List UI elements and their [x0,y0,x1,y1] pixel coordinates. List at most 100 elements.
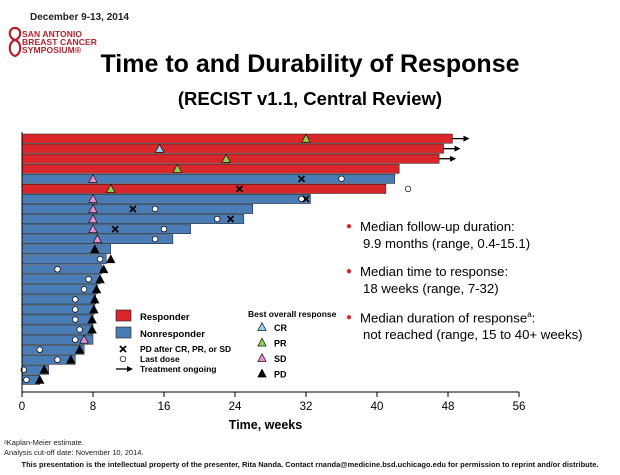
legend-ongoing-arrow [116,366,133,372]
last-dose-marker [160,225,168,233]
last-dose-marker [72,296,79,303]
last-dose-marker [76,326,83,333]
bullet-detail: not reached (range, 15 to 40+ weeks) [363,326,583,342]
last-dose-marker [85,276,92,283]
symposium-logo-text: SAN ANTONIO BREAST CANCER SYMPOSIUM® [22,29,97,55]
bullet-detail: 18 weeks (range, 7-32) [363,280,499,296]
response-marker-pd [87,324,97,334]
legend-response-title: Best overall response [248,309,337,319]
response-marker-sd [79,334,89,344]
legend-swatch-responder [115,309,132,322]
bullet-line: Median follow-up duration: [360,219,515,234]
x-tick-label: 24 [229,401,242,413]
logo-line: SYMPOSIUM® [22,45,82,55]
x-tick-label: 16 [158,401,171,413]
response-marker-cr [154,143,165,153]
legend-triangle-cr [257,322,267,331]
response-marker-pd [95,274,105,284]
last-dose-marker [404,185,412,193]
last-dose-marker [151,235,159,243]
slide-title: Time to and Durability of Response [100,50,520,78]
treatment-ongoing-arrow [443,145,461,152]
x-tick-label: 48 [442,401,455,413]
bullet-detail: 9.9 months (range, 0.4-15.1) [363,235,531,251]
patient-bar [21,184,387,194]
response-marker-pr [106,183,116,193]
last-dose-marker [80,286,88,293]
logo-line: BREAST CANCER [22,37,97,47]
x-tick-label: 8 [90,401,96,413]
bullet-time-to-response: ● Median time to response: 18 weeks (rang… [346,264,509,296]
legend-label-o: Last dose [140,354,180,364]
patient-bar [21,304,96,315]
pd-cross-stroke [302,195,310,203]
patient-bar [21,133,453,144]
legend-triangle-pd [257,368,267,378]
logo-line: SAN ANTONIO [22,29,83,39]
response-marker-pr [301,133,311,143]
legend-label-arrow: Treatment ongoing [140,364,217,374]
legend-label-cr: CR [274,323,287,333]
arrow-head [463,135,470,142]
pd-after-response-marker [297,175,306,183]
pd-cross-stroke [235,185,244,193]
response-marker-pr [221,153,231,163]
response-marker-pd [106,254,116,264]
x-tick-label: 56 [513,401,526,413]
legend-pd-cross [119,345,127,353]
legend-label-sd: SD [274,354,287,364]
response-marker-sd [88,204,98,213]
last-dose-marker [214,215,221,223]
response-marker-pd [74,344,85,354]
last-dose-marker [72,306,79,313]
response-marker-pr [172,163,183,173]
legend-label-x: PD after CR, PR, or SD [140,344,231,354]
patient-bar [21,194,311,204]
bullet-line: Median time to response: [360,264,509,279]
pd-after-response-marker [226,215,235,223]
pd-after-response-marker [235,185,244,193]
response-marker-pd [35,374,45,384]
last-dose-marker [298,195,305,203]
last-dose-marker [54,356,61,363]
patient-bar [21,294,96,305]
legend-label-pr: PR [274,339,287,349]
legend-triangle-sd [257,353,267,362]
legend-label-responder: Responder [140,312,190,323]
x-tick-label: 40 [371,401,384,413]
patient-bar [21,143,444,154]
last-dose-marker [338,175,345,182]
pd-cross-stroke [129,205,137,213]
last-dose-marker [54,266,61,273]
legend-triangle-pr [257,337,267,347]
conference-date: December 9-13, 2014 [30,12,129,23]
arrow-head [450,155,457,162]
patient-bar [21,163,400,174]
response-marker-pd [91,284,102,294]
x-axis-label: Time, weeks [229,418,302,432]
response-marker-pd [89,304,99,314]
slide-subtitle: (RECIST v1.1, Central Review) [177,88,443,109]
patient-bar [21,314,94,325]
response-marker-sd [88,193,98,203]
symposium-logo-icon [8,26,22,58]
legend-last-dose-circle [119,355,127,363]
arrow-head [454,145,461,152]
last-dose-marker [36,346,43,353]
copyright-footer: This presentation is the intellectual pr… [21,460,599,469]
response-marker-pd [90,294,100,304]
patient-bar [21,204,253,214]
last-dose-marker [23,376,30,383]
bullet-footnote-mark: a [527,310,532,319]
response-marker-pd [98,264,109,274]
last-dose-marker [72,316,79,323]
footnote-kaplan-meier: ᵃKaplan-Meier estimate. [4,438,84,447]
bullet-line: Median duration of response [360,310,528,326]
response-marker-sd [92,234,103,244]
pd-cross-stroke [119,345,127,353]
response-marker-sd [88,214,98,223]
pd-after-response-marker [302,195,310,203]
treatment-ongoing-arrow [439,155,457,162]
treatment-ongoing-arrow [452,135,470,142]
